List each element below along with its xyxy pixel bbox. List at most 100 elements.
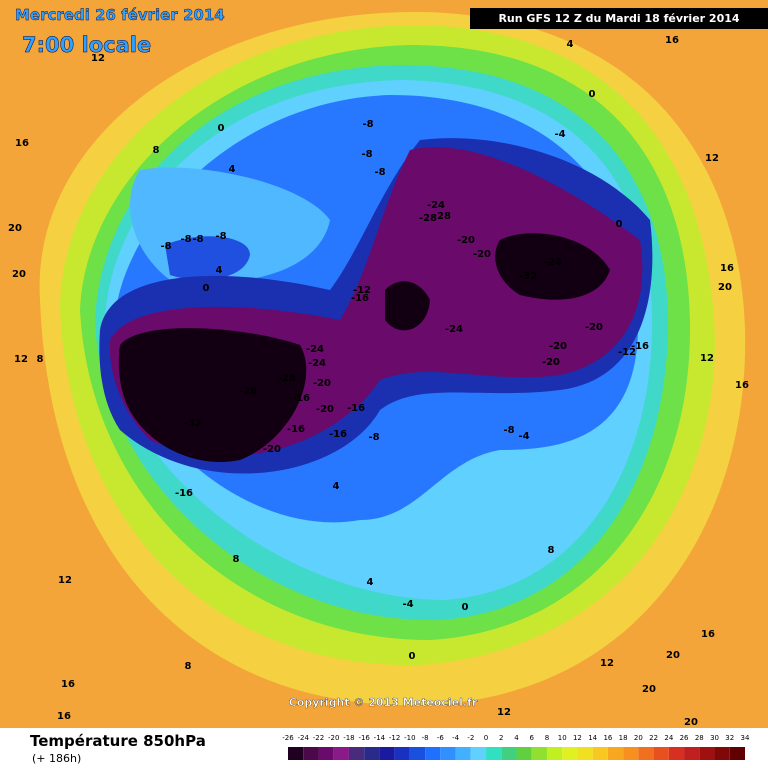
legend-tick-label: 22 <box>649 734 658 742</box>
contour-label: -4 <box>402 599 413 610</box>
legend-swatch <box>607 747 624 760</box>
zone-black-east <box>495 233 610 300</box>
legend-tick-label: 8 <box>545 734 549 742</box>
contour-label: -16 <box>631 341 649 352</box>
legend-tick-label: 26 <box>680 734 689 742</box>
legend-swatch <box>303 747 319 760</box>
legend-swatch <box>455 747 471 760</box>
contour-label: -8 <box>361 149 372 160</box>
contour-label: -20 <box>473 249 491 260</box>
legend-swatch <box>684 747 700 760</box>
contour-label: -20 <box>585 322 603 333</box>
contour-label: 0 <box>409 651 416 662</box>
contour-label: -8 <box>362 119 373 130</box>
contour-label: -20 <box>313 378 331 389</box>
legend-swatch <box>516 747 532 760</box>
contour-label: -8 <box>503 425 514 436</box>
legend-swatch <box>531 747 547 760</box>
contour-label: 16 <box>61 679 75 690</box>
contour-label: -16 <box>287 424 305 435</box>
contour-label: -20 <box>542 357 560 368</box>
contour-label: -28 <box>239 386 257 397</box>
legend-tick-label: -2 <box>467 734 474 742</box>
legend-tick-label: -14 <box>374 734 386 742</box>
run-text: Run GFS 12 Z du Mardi 18 février 2014 <box>498 12 739 25</box>
legend-swatch <box>623 747 639 760</box>
legend-tick-label: -16 <box>358 734 370 742</box>
copyright: Copyright © 2013 Meteociel.fr <box>289 696 478 709</box>
contour-label: 20 <box>666 650 680 661</box>
contour-label: 12 <box>705 153 719 164</box>
contour-label: -8 <box>180 234 191 245</box>
contour-label: -8 <box>374 167 385 178</box>
contour-labels: -8-8-8-24-28 28-20-20-32-24-20-20-20-12-1… <box>8 35 749 728</box>
contour-label: -28 <box>278 373 296 384</box>
contour-label: -16 <box>347 403 365 414</box>
legend-tick-label: 12 <box>573 734 582 742</box>
contour-label: 20 <box>642 684 656 695</box>
legend-tick-label: 0 <box>484 734 488 742</box>
legend-tick-label: 2 <box>499 734 503 742</box>
contour-label: 0 <box>589 89 596 100</box>
contour-label: 8 <box>153 145 160 156</box>
contour-label: 4 <box>216 265 223 276</box>
legend-tick-label: 14 <box>588 734 597 742</box>
contour-label: 16 <box>665 35 679 46</box>
legend-tick-label: 20 <box>634 734 643 742</box>
contour-label: 8 <box>233 554 240 565</box>
footer-title: Température 850hPa <box>30 732 206 750</box>
contour-label: 12 <box>600 658 614 669</box>
contour-label: 12 <box>58 575 72 586</box>
legend-tick-label: 18 <box>619 734 628 742</box>
legend-swatch <box>577 747 593 760</box>
contour-label: -20 <box>316 404 334 415</box>
contour-label: 0 <box>616 219 623 230</box>
contour-label: 20 <box>12 269 26 280</box>
legend-tick-label: -24 <box>298 734 310 742</box>
contour-label: 16 <box>701 629 715 640</box>
contour-label: -32 <box>519 271 537 282</box>
contour-label: -16 <box>329 429 347 440</box>
zone-blue-patch <box>165 236 250 280</box>
legend-tick-label: 30 <box>710 734 719 742</box>
contour-label: -24 <box>427 200 445 211</box>
legend-swatch <box>486 747 502 760</box>
contour-label: -32 <box>184 418 202 429</box>
contour-label: -20 <box>457 235 475 246</box>
legend-tick-label: -6 <box>437 734 445 742</box>
run-box <box>470 8 768 29</box>
contour-label: -8 <box>192 234 203 245</box>
contour-label: -8 <box>215 231 226 242</box>
contour-label: 28 <box>437 211 451 222</box>
contour-label: -12 <box>618 347 636 358</box>
legend-swatch <box>348 747 365 760</box>
legend-tick-label: 16 <box>603 734 612 742</box>
legend-swatch <box>699 747 715 760</box>
legend-swatch <box>653 747 669 760</box>
contour-label: -28 <box>419 213 437 224</box>
legend-swatch <box>364 747 380 760</box>
legend-tick-label: 24 <box>664 734 673 742</box>
legend-swatch <box>288 747 304 760</box>
contour-label: -24 <box>544 257 562 268</box>
legend-tick-label: -12 <box>389 734 400 742</box>
contour-label: -4 <box>518 431 529 442</box>
contour-label: 8 <box>37 354 44 365</box>
contour-label: 20 <box>8 223 22 234</box>
contour-label: -16 <box>351 293 369 304</box>
legend-tick-label: -22 <box>313 734 324 742</box>
contour-label: 8 <box>185 661 192 672</box>
legend-swatch <box>470 747 487 760</box>
contour-label: 20 <box>718 282 732 293</box>
legend-swatch <box>714 747 730 760</box>
contour-label: 20 <box>684 717 698 728</box>
contour-label: -24 <box>306 344 324 355</box>
legend-swatch <box>425 747 441 760</box>
contour-label: 4 <box>367 577 374 588</box>
legend-swatch <box>729 747 745 760</box>
legend-swatch <box>501 747 517 760</box>
footer-lead: (+ 186h) <box>32 752 81 765</box>
legend-tick-label: -18 <box>343 734 354 742</box>
legend-swatch <box>440 747 456 760</box>
